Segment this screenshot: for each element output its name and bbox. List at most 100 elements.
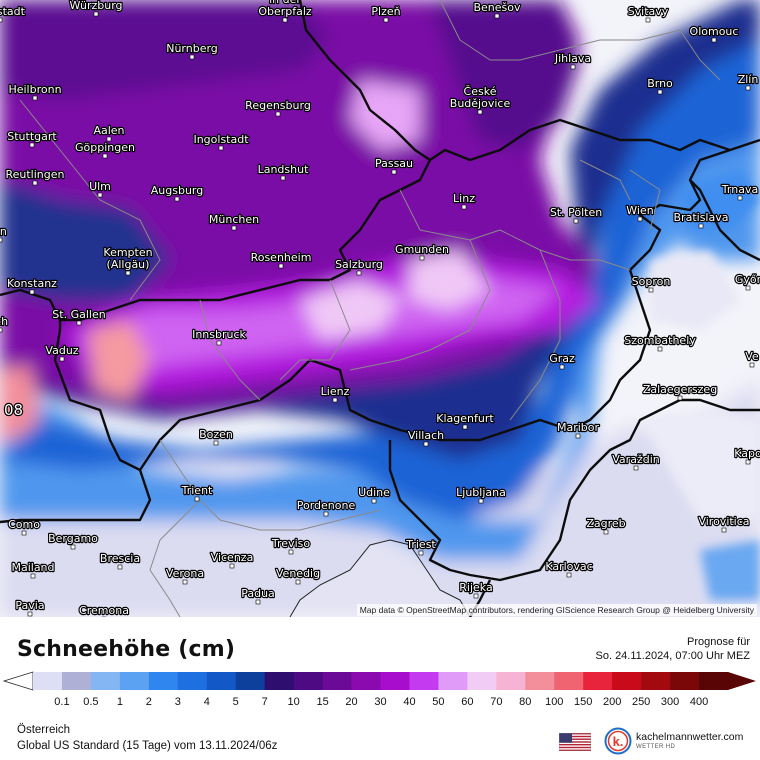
city-marker xyxy=(231,225,237,231)
city-label: Varaždin xyxy=(612,453,659,466)
city-label: Svitavy xyxy=(628,5,669,18)
city-label: Vicenza xyxy=(211,551,254,564)
city-marker xyxy=(657,89,663,95)
city-17: Göppingen xyxy=(74,140,136,159)
city-label: Reutlingen xyxy=(5,168,64,181)
scale-color-13 xyxy=(409,672,439,690)
city-marker xyxy=(461,204,467,210)
city-66: Verona xyxy=(165,566,205,585)
scale-tick: 150 xyxy=(574,696,593,708)
city-2: in derOberpfalz xyxy=(257,0,313,23)
city-37: St. Gallen xyxy=(51,307,107,326)
city-marker xyxy=(255,599,261,605)
city-marker xyxy=(391,169,397,175)
city-marker xyxy=(419,255,425,261)
adriatic-coast xyxy=(289,539,471,617)
city-label: Verona xyxy=(166,567,204,580)
scale-tick: 60 xyxy=(461,696,474,708)
city-27: Bratislava xyxy=(672,210,730,229)
city-33: Salzburg xyxy=(334,257,384,276)
city-0: armstadt xyxy=(0,4,27,23)
region-name: Österreich xyxy=(17,724,71,736)
city-43: Ve xyxy=(744,349,760,368)
city-marker xyxy=(737,195,743,201)
city-label: Innsbruck xyxy=(192,328,246,341)
scale-color-0 xyxy=(33,672,63,690)
city-marker xyxy=(30,573,36,579)
city-marker xyxy=(106,136,112,142)
city-marker xyxy=(21,530,27,536)
city-label: Sopron xyxy=(632,275,671,288)
city-marker xyxy=(229,563,235,569)
city-label: Graz xyxy=(549,352,575,365)
city-61: Triest xyxy=(404,537,438,556)
city-marker xyxy=(356,270,362,276)
city-59: Bergamo xyxy=(47,531,99,550)
city-20: Reutlingen xyxy=(4,167,66,186)
scale-color-21 xyxy=(641,672,671,690)
city-marker xyxy=(477,109,483,115)
city-label: Trnava xyxy=(721,183,758,196)
scale-color-9 xyxy=(293,672,323,690)
city-label: Udine xyxy=(358,486,390,499)
city-55: Pordenone xyxy=(296,498,357,517)
city-marker xyxy=(383,17,389,23)
scale-tick: 15 xyxy=(316,696,329,708)
city-marker xyxy=(0,237,3,243)
city-22: Augsburg xyxy=(150,183,204,202)
city-23: Trnava xyxy=(720,182,759,201)
city-marker xyxy=(218,145,224,151)
city-marker xyxy=(566,572,572,578)
scale-tick: 1 xyxy=(116,696,123,708)
city-label: in der xyxy=(269,0,301,6)
city-label: Klagenfurt xyxy=(436,412,494,425)
brand-name[interactable]: kachelmannwetter.com xyxy=(636,731,744,743)
city-marker xyxy=(332,397,338,403)
city-14: Aalen xyxy=(92,123,126,142)
scale-color-16 xyxy=(496,672,526,690)
city-label: Győr xyxy=(735,273,760,286)
city-34: Konstanz xyxy=(6,276,58,295)
scale-tick: 400 xyxy=(689,696,709,708)
scale-tick: 7 xyxy=(261,696,268,708)
city-marker xyxy=(698,223,704,229)
city-marker xyxy=(603,529,609,535)
city-6: Olomouc xyxy=(688,24,740,43)
scale-color-18 xyxy=(554,672,584,690)
partial-value-label: 08 xyxy=(4,401,23,419)
city-label: Landshut xyxy=(258,163,309,176)
scale-tick: 0.5 xyxy=(83,696,99,708)
city-53: Udine xyxy=(357,485,391,504)
city-label: Virovitica xyxy=(698,515,749,528)
city-36: Győr xyxy=(734,272,760,291)
city-marker xyxy=(473,593,479,599)
city-46: Klagenfurt xyxy=(435,411,496,430)
scale-tick: 2 xyxy=(145,696,152,708)
city-label: Gmunden xyxy=(395,243,449,256)
city-9: Heilbronn xyxy=(7,82,63,101)
city-63: Vicenza xyxy=(209,550,255,569)
city-41: Vaduz xyxy=(44,343,80,362)
scale-color-2 xyxy=(90,672,121,690)
city-marker xyxy=(462,424,468,430)
city-label: Kempten xyxy=(103,246,152,259)
city-52: Trient xyxy=(179,483,214,502)
city-49: Villach xyxy=(407,428,445,447)
city-64: Karlovac xyxy=(544,559,594,578)
city-label: České xyxy=(464,85,497,98)
city-label: Ulm xyxy=(89,180,111,193)
city-label: Maribor xyxy=(557,421,600,434)
us-flag-icon[interactable] xyxy=(559,733,591,751)
scale-color-8 xyxy=(264,672,295,690)
city-label: Passau xyxy=(375,157,413,170)
k-logo-icon[interactable]: k. xyxy=(604,727,632,755)
city-marker xyxy=(745,85,751,91)
svg-text:k.: k. xyxy=(613,734,624,749)
scale-color-22 xyxy=(670,672,700,690)
city-marker xyxy=(117,564,123,570)
city-marker xyxy=(559,364,565,370)
scale-color-1 xyxy=(61,672,92,690)
city-label: Vaduz xyxy=(45,344,78,357)
city-marker xyxy=(76,320,82,326)
city-39: Innsbruck xyxy=(191,327,248,346)
